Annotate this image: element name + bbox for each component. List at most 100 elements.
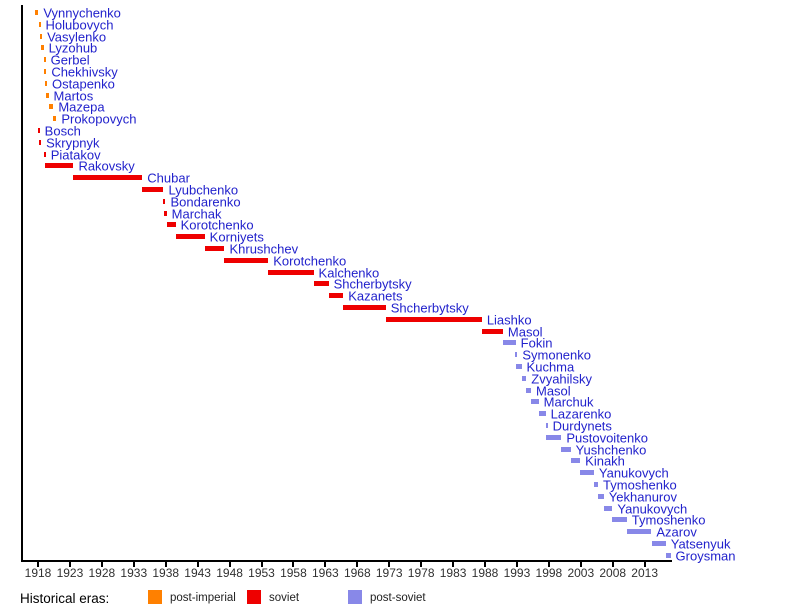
y-axis-line [21,5,23,562]
x-axis-tick-1968 [356,561,359,567]
pm-name-label-bosch-10[interactable]: Bosch [44,123,81,139]
pm-name-label-gerbel-4[interactable]: Gerbel [50,52,90,68]
pm-name-label-azarov-44[interactable]: Azarov [656,524,697,540]
pm-name-label-khrushchev-20[interactable]: Khrushchev [229,241,299,257]
term-bar-kalchenko-22 [268,269,314,275]
pm-name-label-martos-7[interactable]: Martos [53,88,94,104]
x-axis-tick-label-1948: 1948 [216,566,243,580]
term-bar-masol-32 [526,387,531,393]
x-axis-tick-1978 [420,561,423,567]
pm-name-label-lazarenko-34[interactable]: Lazarenko [550,406,612,422]
pm-name-label-kinakh-38[interactable]: Kinakh [585,453,625,469]
legend-title: Historical eras: [20,591,110,606]
x-axis-tick-label-1933: 1933 [120,566,148,580]
pm-name-label-symonenko-29[interactable]: Symonenko [522,347,591,363]
pm-name-label-lyubchenko-15[interactable]: Lyubchenko [168,182,239,198]
legend-label-soviet: soviet [269,592,300,604]
pm-name-label-holubovych-1[interactable]: Holubovych [45,17,114,33]
term-bar-prokopovych-9 [53,116,57,122]
pm-name-label-kuchma-30[interactable]: Kuchma [526,359,575,375]
pm-name-label-korotchenko-21[interactable]: Korotchenko [273,253,347,269]
term-bar-bosch-10 [37,128,40,133]
pm-name-label-pustovoitenko-36[interactable]: Pustovoitenko [566,430,648,446]
pm-name-label-bondarenko-16[interactable]: Bondarenko [170,194,241,210]
pm-name-label-masol-32[interactable]: Masol [535,383,571,399]
pm-name-label-kazanets-24[interactable]: Kazanets [348,288,403,304]
pm-name-label-prokopovych-9[interactable]: Prokopovych [61,111,137,127]
x-axis-tick-label-1928: 1928 [88,566,116,580]
x-axis-tick-label-1973: 1973 [375,566,403,580]
term-bar-liashko-26 [385,316,482,322]
x-axis-tick-2013 [643,561,646,567]
term-bar-khrushchev-20 [204,246,225,251]
term-bar-yekhanurov-41 [598,493,604,499]
x-axis-tick-label-1983: 1983 [439,566,467,580]
pm-name-label-yanukovych-39[interactable]: Yanukovych [598,465,669,481]
term-bar-marchak-17 [164,210,167,216]
x-axis-tick-label-1923: 1923 [56,566,84,580]
pm-name-label-yushchenko-37[interactable]: Yushchenko [575,442,647,458]
x-axis-tick-1993 [515,561,518,567]
term-bar-kazanets-24 [328,293,344,299]
pm-name-label-fokin-28[interactable]: Fokin [520,335,553,351]
pm-name-label-mazepa-8[interactable]: Mazepa [58,99,105,115]
x-axis-tick-2003 [579,561,582,567]
legend-label-post-soviet: post-soviet [370,592,426,604]
term-bar-bondarenko-16 [163,198,166,204]
pm-name-label-chubar-14[interactable]: Chubar [147,170,190,186]
term-bar-mazepa-8 [48,104,54,110]
term-bar-chekhivsky-5 [44,69,47,74]
term-bar-vynnychenko-0 [34,10,39,15]
x-axis-tick-1948 [228,561,231,567]
pm-name-label-shcherbytsky-23[interactable]: Shcherbytsky [333,276,412,292]
pm-name-label-liashko-26[interactable]: Liashko [486,312,532,328]
pm-name-label-tymoshenko-40[interactable]: Tymoshenko [603,477,677,493]
pm-name-label-tymoshenko-43[interactable]: Tymoshenko [631,512,706,528]
pm-name-label-masol-27[interactable]: Masol [507,324,543,340]
legend-label-post-imperial: post-imperial [170,592,236,604]
pm-name-label-lyzohub-3[interactable]: Lyzohub [48,40,98,56]
x-axis-tick-1928 [100,561,103,567]
term-bar-symonenko-29 [515,352,518,358]
pm-name-label-vynnychenko-0[interactable]: Vynnychenko [43,5,121,21]
term-bar-vasylenko-2 [40,33,43,39]
pm-name-label-chekhivsky-5[interactable]: Chekhivsky [51,64,118,80]
x-axis-tick-1958 [292,561,295,567]
pm-name-label-yatsenyuk-45[interactable]: Yatsenyuk [670,536,731,552]
term-bar-marchuk-33 [530,399,539,405]
term-bar-masol-27 [481,328,503,334]
pm-name-label-skrypnyk-11[interactable]: Skrypnyk [46,135,100,151]
term-bar-gerbel-4 [43,57,46,63]
pm-name-label-korniyets-19[interactable]: Korniyets [209,229,264,245]
pm-name-label-piatakov-12[interactable]: Piatakov [50,147,101,163]
pm-name-label-ostapenko-6[interactable]: Ostapenko [52,76,115,92]
x-axis-tick-label-1918: 1918 [24,566,52,580]
pm-name-label-yekhanurov-41[interactable]: Yekhanurov [608,489,677,505]
x-axis-tick-1998 [547,561,550,567]
pm-name-label-vasylenko-2[interactable]: Vasylenko [47,29,107,45]
term-bar-kinakh-38 [570,458,581,464]
term-bar-zvyahilsky-31 [521,375,527,381]
pm-name-label-shcherbytsky-25[interactable]: Shcherbytsky [390,300,469,316]
pm-name-label-durdynets-35[interactable]: Durdynets [552,418,612,434]
term-bar-fokin-28 [502,340,516,346]
pm-name-label-zvyahilsky-31[interactable]: Zvyahilsky [531,371,592,387]
pm-name-label-groysman-46[interactable]: Groysman [675,548,736,564]
x-axis-tick-1918 [37,561,39,567]
pm-name-label-marchuk-33[interactable]: Marchuk [543,394,594,410]
pm-name-label-korotchenko-18[interactable]: Korotchenko [180,217,254,233]
term-bar-pustovoitenko-36 [546,434,562,440]
pm-name-label-yanukovych-42[interactable]: Yanukovych [617,501,688,517]
pm-name-label-marchak-17[interactable]: Marchak [171,206,222,222]
term-bar-shcherbytsky-25 [343,305,386,310]
pm-name-label-kalchenko-22[interactable]: Kalchenko [318,265,380,281]
x-axis-tick-1943 [196,561,199,567]
term-bar-korotchenko-21 [224,257,269,263]
legend-swatch-post-imperial [148,590,162,604]
x-axis-tick-label-1938: 1938 [152,566,180,580]
term-bar-yushchenko-37 [561,446,571,452]
x-axis-tick-1933 [132,561,135,567]
pm-name-label-rakovsky-13[interactable]: Rakovsky [78,158,135,174]
x-axis-tick-label-1978: 1978 [407,566,435,580]
term-bar-korotchenko-18 [166,222,176,228]
